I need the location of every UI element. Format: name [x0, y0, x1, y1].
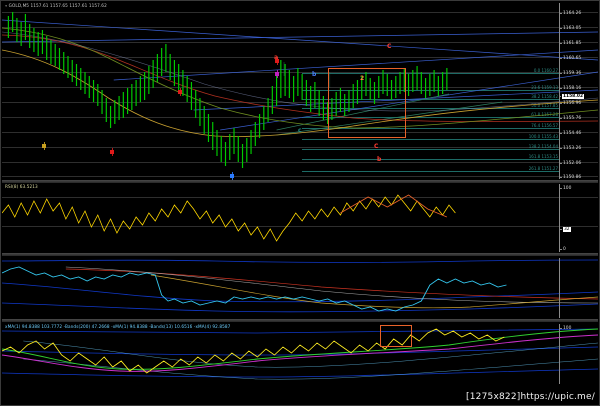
- highlight-rectangle-indicator[interactable]: [380, 325, 412, 347]
- osc-ma-grey: [65, 266, 598, 304]
- price-plot: [2, 12, 598, 168]
- fractal-marker-magenta: [275, 70, 279, 78]
- price-tick: 1159.36: [559, 71, 582, 76]
- price-tick: 1158.16: [559, 86, 582, 91]
- osc-ma-gold: [150, 274, 598, 309]
- rsi-header: RSI(8) 63.5213: [5, 184, 38, 189]
- indicator-panel[interactable]: xMA(1) 94.8388 103.7772 -Bands(200) 47.2…: [2, 323, 598, 385]
- oscillator-panel[interactable]: [2, 257, 598, 319]
- osc-signal-line: [2, 266, 507, 312]
- panel-divider-2[interactable]: [2, 253, 598, 256]
- fib-label: 0.0 1160.27: [533, 68, 558, 73]
- oscillator-scale[interactable]: [559, 258, 597, 318]
- fib-label: 38.2 1158.42: [531, 94, 558, 99]
- fib-label: 76.4 1156.57: [531, 123, 558, 128]
- price-tick: 1155.76: [559, 116, 582, 121]
- fractal-marker-blue: [230, 172, 234, 180]
- rsi-scale-bottom: 0: [560, 247, 566, 252]
- main-price-panel[interactable]: 0.0 1160.27 23.6 1159.13 38.2 1158.42 50…: [2, 2, 598, 180]
- ma-green: [2, 27, 598, 129]
- panel-divider-3[interactable]: [2, 319, 598, 322]
- panel-divider-1[interactable]: [2, 180, 598, 183]
- fib-label: 261.8 1151.27: [528, 166, 558, 171]
- fib-label: 50.0 1157.85: [531, 103, 558, 108]
- wave-label-c: c: [298, 127, 302, 134]
- wave-label-C2: C: [374, 143, 379, 150]
- fractal-marker-red: [178, 88, 182, 96]
- wave-label-2: 2: [360, 75, 365, 82]
- price-tick: 1161.85: [559, 41, 582, 46]
- price-tick: 1163.05: [559, 26, 582, 31]
- rsi-scale-top: 100: [559, 186, 572, 191]
- indicator-scale[interactable]: 100: [559, 324, 597, 384]
- price-tick: 1150.86: [559, 175, 582, 180]
- wave-label-a: a: [274, 54, 279, 61]
- fib-label: 161.8 1153.15: [528, 154, 558, 159]
- indicator-plot: [2, 328, 598, 380]
- ma-slow: [2, 31, 598, 112]
- symbol-header: ▾ GOLD,M5 1157.61 1157.65 1157.61 1157.6…: [5, 3, 107, 9]
- rsi-scale[interactable]: 100 32 0: [559, 184, 597, 252]
- rsi-panel[interactable]: RSI(8) 63.5213 100 32 0: [2, 183, 598, 253]
- highlight-rectangle-main[interactable]: [328, 68, 406, 138]
- collapse-icon[interactable]: ▾: [5, 3, 7, 8]
- price-tick: 1152.06: [559, 161, 582, 166]
- wave-label-b2: b: [377, 156, 382, 163]
- fib-label: 100.0 1155.43: [528, 134, 558, 139]
- ma-red: [2, 34, 598, 122]
- fractal-marker-gold: [42, 142, 46, 150]
- price-scale[interactable]: 1164.26 1163.05 1161.85 1160.65 1159.36 …: [559, 3, 597, 180]
- price-tick: 1154.46: [559, 131, 582, 136]
- rsi-line: [2, 194, 456, 242]
- ma-gold: [2, 49, 598, 137]
- rsi-scale-current: 32: [560, 227, 571, 232]
- rsi-plot: [2, 194, 456, 242]
- wave-label-C: C: [387, 43, 392, 50]
- indicator-bands: [2, 328, 598, 378]
- price-tick: 1164.26: [559, 11, 582, 16]
- indicator-ma-magenta: [2, 334, 598, 372]
- rsi-divergence: [340, 194, 448, 218]
- oscillator-plot: [2, 259, 598, 313]
- current-price-tag: 1158.02: [559, 94, 584, 99]
- indicator-scale-top: 100: [559, 326, 572, 331]
- candlestick-series: [7, 12, 448, 168]
- bollinger-bands: [2, 259, 598, 313]
- indicator-header: xMA(1) 94.8388 103.7772 -Bands(200) 47.2…: [5, 324, 231, 329]
- symbol-header-text: GOLD,M5 1157.61 1157.65 1157.61 1157.62: [8, 3, 107, 8]
- fractal-marker-red: [275, 57, 279, 65]
- price-tick: 1156.96: [559, 101, 582, 106]
- fractal-marker-red: [110, 148, 114, 156]
- fib-label: 23.6 1159.13: [531, 85, 558, 90]
- trendlines: [2, 19, 598, 131]
- watermark: [1275x822]https://upic.me/: [466, 392, 595, 402]
- fib-label: 138.2 1154.04: [528, 144, 558, 149]
- wave-label-b: b: [312, 71, 317, 78]
- indicator-fast-line: [2, 328, 505, 374]
- price-tick: 1160.65: [559, 56, 582, 61]
- fib-label: 61.8 1157.28: [531, 112, 558, 117]
- price-tick: 1153.26: [559, 146, 582, 151]
